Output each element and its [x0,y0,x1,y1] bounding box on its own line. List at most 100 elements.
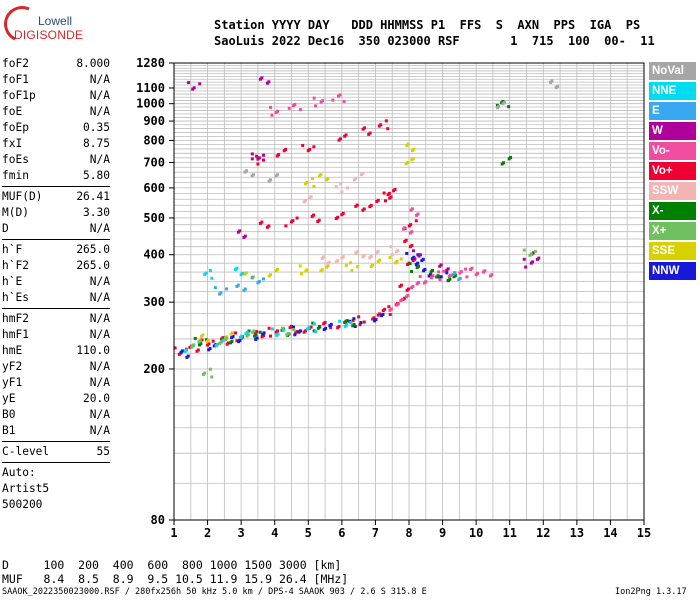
echo-point [255,154,259,158]
echo-point [320,256,324,260]
echo-point [293,333,297,337]
echo-point [445,271,449,275]
version-label: Ion2Png 1.3.17 [615,587,687,597]
echo-point [418,275,422,279]
echo-point [207,348,211,352]
echo-point [340,213,344,217]
echo-point [254,337,258,341]
echo-point [302,200,306,204]
echo-point [316,326,320,330]
echo-point [522,257,526,261]
station-header-labels: Station YYYY DAY DDD HHMMSS P1 FFS S AXN… [214,18,641,32]
auto-label: Auto: [2,466,36,479]
echo-point [524,265,528,269]
echo-point [399,299,403,303]
echo-point [415,266,419,270]
echo-point [394,261,398,265]
x-tick-label: 4 [271,526,278,540]
echo-point [410,158,414,162]
echo-point [417,254,421,258]
param-row: foF1 N/A [2,72,110,88]
divider [2,239,110,240]
echo-point [305,327,309,331]
divider [2,186,110,187]
echo-point [206,343,210,347]
echo-point [411,249,415,253]
echo-point [298,108,302,112]
echo-point [256,162,260,166]
x-tick-label: 3 [238,526,245,540]
autoscaler-version: 500200 [2,498,43,511]
param-value: N/A [89,424,110,437]
echo-point [367,132,371,136]
echo-point [465,275,469,279]
echo-point [407,224,411,228]
echo-point [445,268,449,272]
echo-point [262,277,266,281]
param-row: hmE 110.0 [2,343,110,359]
echo-point [349,321,353,325]
echo-point [500,162,504,166]
param-row: foEp 0.35 [2,120,110,136]
echo-point [250,174,254,178]
echo-point [282,149,286,153]
echo-point [437,270,441,274]
echo-point [399,257,403,261]
echo-point [253,334,257,338]
echo-point [210,375,214,379]
echo-point [183,349,187,353]
echo-point [404,295,408,299]
file-info: SAAOK_2022350023000.RSF / 280fx256h 50 k… [2,587,427,597]
echo-point [405,288,409,292]
param-value: N/A [89,408,110,421]
legend-item: X+ [649,222,696,240]
echo-point [342,99,346,103]
echo-point [237,340,241,344]
params-group-profile: hmF2 N/A hmF1 N/A hmE 110.0 yF2 N/A yF1 N/A yE 20.0… [2,311,110,439]
param-name: foF2 [2,57,29,70]
params-group-virtual-heights: h`F 265.0 h`F2 265.0 h`E N/A h`Es N/A [2,242,110,306]
param-name: hmF2 [2,312,29,325]
param-name: yF2 [2,360,23,373]
echo-point [297,330,301,334]
echo-point [185,355,189,359]
echo-point [213,286,217,290]
echo-point [344,263,348,267]
echo-point [292,328,296,332]
echo-point [343,134,347,138]
echo-point [258,77,262,81]
param-name: yE [2,392,16,405]
divider [2,462,110,463]
echo-point [306,149,310,153]
echo-point [406,262,410,266]
param-row: M(D) 3.30 [2,205,110,221]
echo-point [328,324,332,328]
echo-point [522,248,526,252]
echo-point [380,314,384,318]
x-tick-label: 5 [305,526,312,540]
echo-point [408,245,412,249]
echo-point [403,239,407,243]
param-row: hmF2 N/A [2,311,110,327]
echo-point [386,127,390,131]
param-value: 55 [96,445,110,458]
echo-point [256,281,260,285]
echo-point [285,333,289,337]
distance-row: D 100 200 400 600 800 1000 1500 3000 [km… [2,558,342,572]
echo-point [415,213,419,217]
echo-point [244,332,248,336]
param-row: h`F 265.0 [2,242,110,258]
echo-point [549,80,553,84]
echo-point [529,261,533,265]
echo-point [179,350,183,354]
echo-point [474,273,478,277]
echo-point [284,224,288,228]
param-value: N/A [89,153,110,166]
echo-point [414,262,418,266]
echo-point [377,124,381,128]
echo-point [250,152,254,156]
echo-point [373,319,377,323]
param-name: hmE [2,344,23,357]
echo-point [188,345,192,349]
echo-point [269,105,273,109]
